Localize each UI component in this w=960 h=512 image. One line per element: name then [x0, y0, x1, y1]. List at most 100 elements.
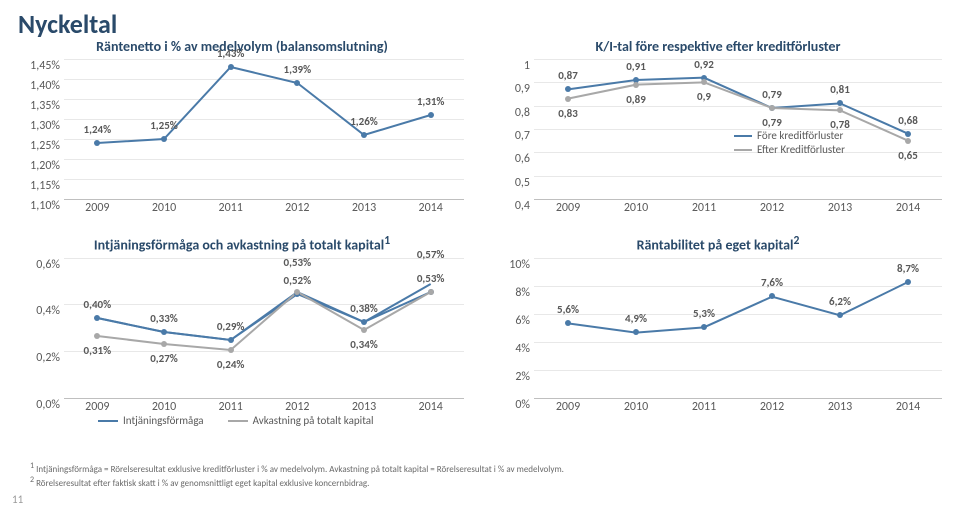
data-label: 0,79	[762, 88, 782, 101]
data-label: 0,24%	[217, 358, 245, 371]
y-tick: 2%	[515, 370, 530, 384]
y-tick: 1,35%	[30, 99, 60, 113]
series-intj2	[97, 284, 430, 340]
data-label: 5,6%	[557, 303, 579, 316]
data-marker	[228, 347, 234, 353]
data-label: 0,87	[558, 69, 578, 82]
chart-intj-title: Intjäningsförmåga och avkastning på tota…	[18, 234, 466, 258]
legend-efter-swatch	[734, 149, 752, 151]
legend-avk-label: Avkastning på totalt kapital	[253, 414, 374, 427]
page-number: 11	[12, 493, 23, 506]
data-label: 0,27%	[150, 352, 178, 365]
legend-fore-label: Före kreditförluster	[757, 129, 843, 142]
data-marker	[633, 329, 639, 335]
y-tick: 1,20%	[30, 159, 60, 173]
legend-intj: Intjäningsförmåga	[98, 414, 204, 427]
chart-roe-title-text: Räntabilitet på eget kapital	[637, 237, 794, 254]
data-label: 0,38%	[350, 302, 378, 315]
y-tick: 0,6	[515, 152, 530, 166]
series-nim	[97, 67, 430, 143]
x-tick: 2012	[285, 201, 309, 215]
data-label: 0,34%	[350, 338, 378, 351]
x-tick: 2012	[285, 400, 309, 414]
x-tick: 2012	[760, 201, 784, 215]
legend-avk: Avkastning på totalt kapital	[228, 414, 374, 427]
data-label: 0,53%	[284, 256, 312, 269]
y-tick: 1,40%	[30, 79, 60, 93]
data-marker	[161, 329, 167, 335]
x-tick: 2009	[85, 201, 109, 215]
y-tick: 1	[524, 59, 530, 73]
y-tick: 8%	[515, 286, 530, 300]
y-tick: 0,4	[515, 199, 530, 213]
data-label: 4,9%	[625, 312, 647, 325]
page-title: Nyckeltal	[0, 0, 960, 40]
data-label: 1,24%	[84, 123, 112, 136]
y-tick: 0,5	[515, 176, 530, 190]
data-label: 0,65	[898, 149, 918, 162]
data-label: 0,57%	[417, 248, 445, 261]
data-marker	[701, 324, 707, 330]
series-fore	[568, 78, 908, 134]
data-label: 0,53%	[417, 272, 445, 285]
x-tick: 2014	[896, 201, 920, 215]
data-label: 0,83	[558, 107, 578, 120]
x-tick: 2010	[152, 201, 176, 215]
x-tick: 2013	[352, 400, 376, 414]
chart-intj: Intjäningsförmåga och avkastning på tota…	[18, 234, 466, 424]
y-tick: 10%	[509, 258, 530, 272]
chart-ki: K/I-tal före respektive efter kreditförl…	[494, 38, 942, 228]
y-tick: 0,7	[515, 129, 530, 143]
data-marker	[837, 100, 843, 106]
data-marker	[565, 320, 571, 326]
data-label: 7,6%	[761, 276, 783, 289]
data-marker	[769, 105, 775, 111]
data-marker	[228, 64, 234, 70]
legend-efter: Efter Kreditförluster	[734, 143, 845, 156]
data-label: 1,39%	[284, 63, 312, 76]
data-marker	[837, 312, 843, 318]
data-label: 5,3%	[693, 307, 715, 320]
legend-intj-label: Intjäningsförmåga	[123, 414, 204, 427]
data-label: 0,81	[830, 83, 850, 96]
x-tick: 2010	[152, 400, 176, 414]
series-roe	[568, 282, 908, 333]
y-tick: 1,30%	[30, 119, 60, 133]
chart-nim-plot: 1,10%1,15%1,20%1,25%1,30%1,35%1,40%1,45%…	[64, 59, 464, 200]
data-marker	[161, 136, 167, 142]
data-marker	[565, 96, 571, 102]
data-marker	[94, 333, 100, 339]
data-marker	[94, 140, 100, 146]
data-marker	[94, 315, 100, 321]
data-label: 8,7%	[897, 262, 919, 275]
x-tick: 2011	[218, 201, 242, 215]
legend-fore-swatch	[734, 135, 752, 137]
data-label: 0,79	[762, 116, 782, 129]
data-label: 1,43%	[217, 47, 245, 60]
data-label: 0,91	[626, 60, 646, 73]
legend-avk-swatch	[228, 420, 248, 422]
x-tick: 2013	[352, 201, 376, 215]
y-tick: 6%	[515, 314, 530, 328]
data-label: 0,40%	[84, 298, 112, 311]
legend-fore: Före kreditförluster	[734, 129, 845, 142]
data-marker	[769, 293, 775, 299]
y-tick: 0,6%	[36, 258, 60, 272]
data-marker	[837, 107, 843, 113]
x-tick: 2014	[418, 201, 442, 215]
legend-efter-label: Efter Kreditförluster	[757, 143, 845, 156]
y-tick: 0,2%	[36, 351, 60, 365]
y-tick: 1,25%	[30, 139, 60, 153]
data-marker	[905, 131, 911, 137]
data-label: 0,9	[697, 90, 711, 103]
data-label: 6,2%	[829, 295, 851, 308]
data-marker	[161, 341, 167, 347]
data-label: 0,29%	[217, 320, 245, 333]
x-tick: 2010	[624, 201, 648, 215]
data-marker	[228, 337, 234, 343]
data-label: 0,92	[694, 58, 714, 71]
data-label: 1,25%	[150, 119, 178, 132]
y-tick: 0,4%	[36, 304, 60, 318]
footnotes: 1 Intjäningsförmåga = Rörelseresultat ex…	[30, 462, 942, 490]
data-marker	[294, 289, 300, 295]
